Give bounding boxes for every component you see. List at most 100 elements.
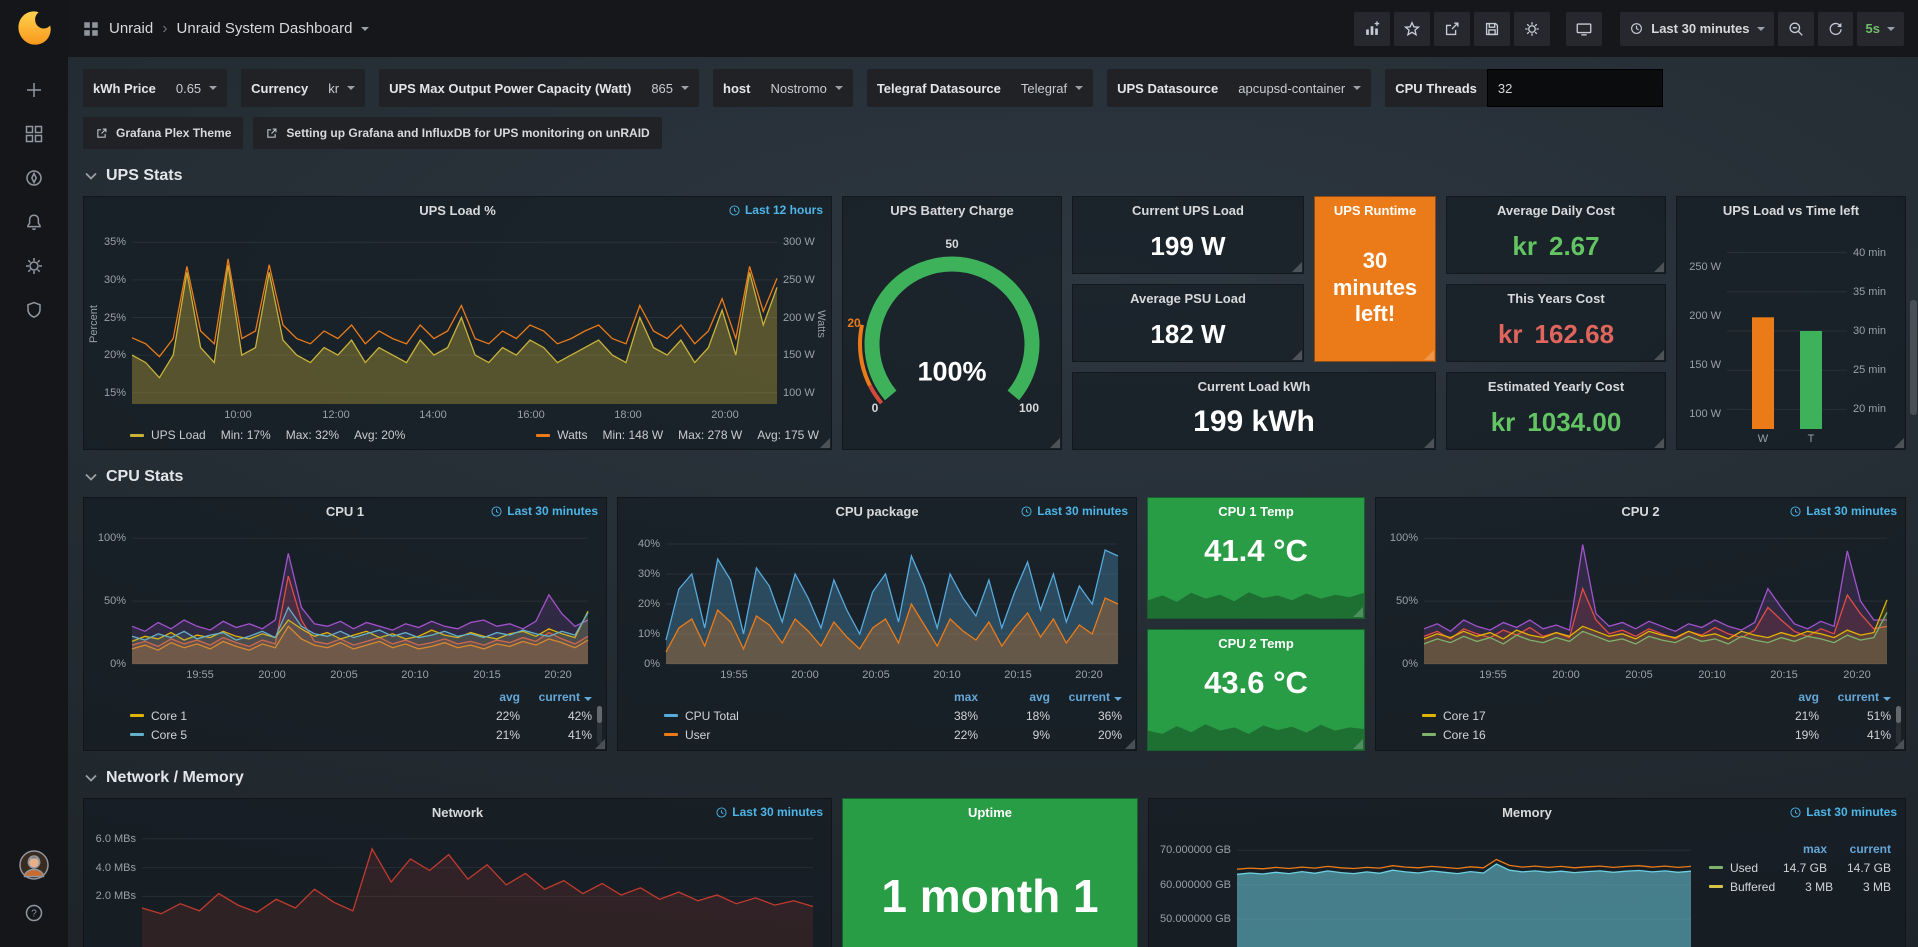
panel-title[interactable]: Network Last 30 minutes xyxy=(84,799,831,825)
legend-row: Core 5 21% 41% xyxy=(130,725,592,744)
battery-gauge[interactable]: 0 20 50 100 100% xyxy=(847,237,1040,415)
resize-handle[interactable] xyxy=(1125,739,1135,749)
main-area: Unraid › Unraid System Dashboard Last 30… xyxy=(68,0,1918,947)
panel-title[interactable]: Current Load kWh xyxy=(1197,378,1311,394)
panel-title[interactable]: CPU 2 Temp xyxy=(1218,635,1294,651)
legend-sort-current[interactable]: current xyxy=(1050,690,1122,704)
variable-value-dropdown[interactable]: 0.65 xyxy=(166,69,227,107)
server-admin-shield-icon[interactable] xyxy=(11,288,57,332)
section-network-memory[interactable]: Network / Memory xyxy=(83,751,1906,796)
resize-handle[interactable] xyxy=(595,739,605,749)
grafana-logo[interactable] xyxy=(14,8,54,48)
alerting-bell-icon[interactable] xyxy=(11,200,57,244)
panel-title[interactable]: Uptime xyxy=(967,804,1013,820)
panel-ups-runtime: UPS Runtime 30 minutes left! xyxy=(1314,196,1436,362)
page-scrollbar[interactable] xyxy=(1910,300,1917,415)
zoom-out-button[interactable] xyxy=(1777,11,1814,46)
resize-handle[interactable] xyxy=(1424,438,1434,448)
dashboards-icon[interactable] xyxy=(11,112,57,156)
refresh-button[interactable] xyxy=(1817,11,1853,46)
chevron-down-icon xyxy=(85,473,97,481)
variable-value-dropdown[interactable]: 865 xyxy=(641,69,699,107)
variable-value-dropdown[interactable]: apcupsd-container xyxy=(1228,69,1371,107)
series-swatch xyxy=(664,733,678,736)
legend-sort-current[interactable]: current xyxy=(520,690,592,704)
panel-title[interactable]: UPS Load vs Time left xyxy=(1722,202,1860,218)
network-chart[interactable]: 2.0 MBs 4.0 MBs 6.0 MBs xyxy=(88,825,827,947)
resize-handle[interactable] xyxy=(1654,350,1664,360)
cpu1-chart[interactable]: 0% 50% 100% 19:55 20:00 20:05 20:10 20:15 20:20 xyxy=(88,524,602,684)
panel-title[interactable]: CPU 1 Last 30 minutes xyxy=(84,498,606,524)
panel-title[interactable]: Average Daily Cost xyxy=(1496,202,1615,218)
panel-title[interactable]: Average PSU Load xyxy=(1130,290,1246,306)
legend-series-ups-load[interactable]: UPS Load Min: 17% Max: 32% Avg: 20% xyxy=(130,428,405,442)
legend-sort-avg[interactable]: avg xyxy=(1029,689,1050,704)
resize-handle[interactable] xyxy=(1654,438,1664,448)
legend-scrollbar[interactable] xyxy=(597,706,602,744)
variable-value-dropdown[interactable]: kr xyxy=(318,69,365,107)
resize-handle[interactable] xyxy=(1050,438,1060,448)
resize-handle[interactable] xyxy=(1292,262,1302,272)
variable-value-dropdown[interactable]: Telegraf xyxy=(1011,69,1093,107)
variable-value-dropdown[interactable]: Nostromo xyxy=(760,69,852,107)
star-button[interactable] xyxy=(1394,11,1431,46)
resize-handle[interactable] xyxy=(1353,739,1363,749)
save-button[interactable] xyxy=(1474,11,1511,46)
explore-compass-icon[interactable] xyxy=(11,156,57,200)
memory-chart[interactable]: 50.000000 GB 60.000000 GB 70.000000 GB xyxy=(1153,825,1705,947)
panel-title[interactable]: UPS Runtime xyxy=(1333,202,1417,218)
resize-handle[interactable] xyxy=(1424,350,1434,360)
dashboard-settings-button[interactable] xyxy=(1514,11,1551,46)
section-cpu-stats[interactable]: CPU Stats xyxy=(83,450,1906,495)
legend-sort-avg[interactable]: avg xyxy=(499,689,520,704)
panel-time-override: Last 30 minutes xyxy=(1790,799,1897,825)
link-ups-monitoring-guide[interactable]: Setting up Grafana and InfluxDB for UPS … xyxy=(253,117,662,149)
panel-title[interactable]: UPS Battery Charge xyxy=(890,202,1014,218)
panel-title[interactable]: UPS Load % Last 12 hours xyxy=(84,197,831,223)
share-button[interactable] xyxy=(1434,11,1471,46)
resize-handle[interactable] xyxy=(820,438,830,448)
resize-handle[interactable] xyxy=(1894,438,1904,448)
link-grafana-plex-theme[interactable]: Grafana Plex Theme xyxy=(83,117,244,149)
panel-title[interactable]: CPU package Last 30 minutes xyxy=(618,498,1136,524)
resize-handle[interactable] xyxy=(1353,607,1363,617)
resize-handle[interactable] xyxy=(1654,262,1664,272)
navbar: Unraid › Unraid System Dashboard Last 30… xyxy=(68,0,1918,57)
create-plus-icon[interactable] xyxy=(11,68,57,112)
ups-load-vs-time-chart[interactable]: 100 W 150 W 200 W 250 W 20 min 25 min 30 min 35… xyxy=(1689,247,1887,445)
chevron-down-icon[interactable] xyxy=(361,26,370,31)
legend-sort-max[interactable]: max xyxy=(1802,841,1827,856)
cpu-package-chart[interactable]: 0% 10% 20% 30% 40% 19:55 20:00 20:05 20:10 20:15 2… xyxy=(622,524,1132,684)
panel-title[interactable]: Current UPS Load xyxy=(1132,202,1244,218)
legend-series-watts[interactable]: Watts Min: 148 W Max: 278 W Avg: 175 W xyxy=(536,428,819,442)
section-ups-stats[interactable]: UPS Stats xyxy=(83,149,1906,194)
breadcrumb-folder[interactable]: Unraid xyxy=(109,20,154,37)
panel-title[interactable]: This Years Cost xyxy=(1507,290,1605,306)
cpu-threads-input[interactable] xyxy=(1486,69,1663,107)
user-avatar[interactable] xyxy=(11,843,57,887)
panel-title[interactable]: CPU 1 Temp xyxy=(1218,503,1294,519)
resize-handle[interactable] xyxy=(1292,350,1302,360)
legend-sort-current[interactable]: current xyxy=(1849,841,1891,856)
refresh-interval-dropdown[interactable]: 5s xyxy=(1856,11,1904,46)
legend-sort-current[interactable]: current xyxy=(1819,690,1891,704)
help-icon[interactable]: ? xyxy=(11,891,57,935)
time-range-picker[interactable]: Last 30 minutes xyxy=(1620,11,1774,46)
legend-sort-avg[interactable]: avg xyxy=(1798,689,1819,704)
cpu2-chart[interactable]: 0% 50% 100% 19:55 20:00 20:05 20:10 20:15 20:20 xyxy=(1380,524,1901,684)
configuration-gear-icon[interactable] xyxy=(11,244,57,288)
external-link-icon xyxy=(267,127,277,138)
breadcrumb-dashboard-title[interactable]: Unraid System Dashboard xyxy=(176,20,353,37)
ups-load-chart[interactable]: 15% 20% 25% 30% 35% 100 W 150 W 200 W 250 W 300 W… xyxy=(88,236,827,421)
resize-handle[interactable] xyxy=(1894,739,1904,749)
caret-down-icon xyxy=(834,86,843,90)
panel-title[interactable]: Estimated Yearly Cost xyxy=(1487,378,1625,394)
add-panel-button[interactable] xyxy=(1354,11,1391,46)
panel-title[interactable]: Memory Last 30 minutes xyxy=(1149,799,1905,825)
panel-title[interactable]: CPU 2 Last 30 minutes xyxy=(1376,498,1905,524)
legend-scrollbar[interactable] xyxy=(1896,706,1901,744)
clock-icon xyxy=(1631,23,1643,34)
legend-sort-max[interactable]: max xyxy=(953,689,978,704)
caret-down-icon xyxy=(681,86,690,90)
cycle-view-button[interactable] xyxy=(1566,11,1603,46)
